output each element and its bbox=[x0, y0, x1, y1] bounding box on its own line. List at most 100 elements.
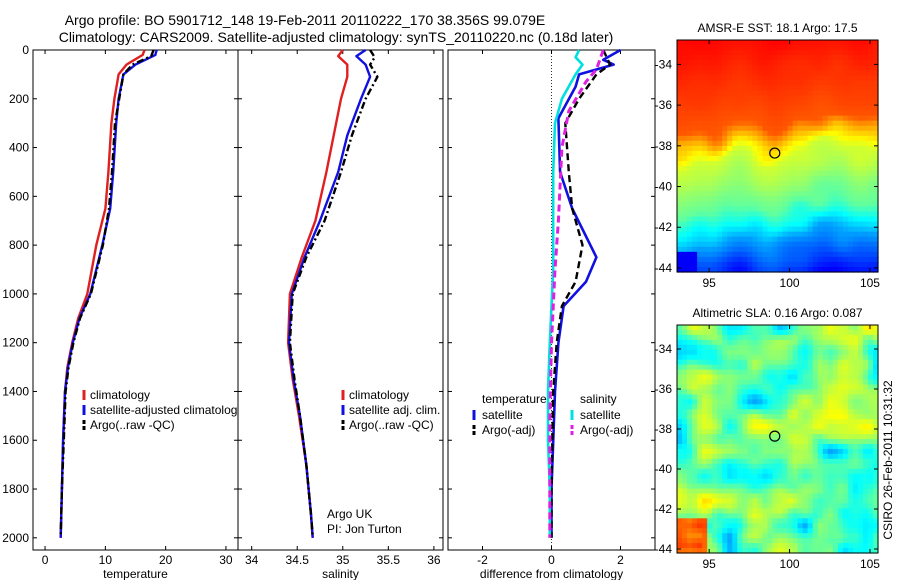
map-cell bbox=[712, 334, 718, 341]
map-cell bbox=[697, 251, 703, 258]
map-cell bbox=[772, 394, 779, 400]
map-cell bbox=[857, 508, 864, 514]
map-cell bbox=[847, 493, 854, 500]
map-cell bbox=[832, 498, 839, 505]
map-cell bbox=[712, 95, 718, 102]
map-cell bbox=[857, 359, 864, 366]
map-cell bbox=[682, 246, 688, 253]
map-cell bbox=[822, 100, 829, 107]
map-cell bbox=[782, 241, 789, 248]
map-cell bbox=[762, 145, 769, 152]
map-cell bbox=[867, 453, 874, 460]
map-cell bbox=[787, 100, 794, 107]
map-cell bbox=[707, 478, 713, 485]
map-cell bbox=[842, 424, 849, 430]
map-cell bbox=[782, 523, 789, 529]
map-cell bbox=[772, 339, 779, 346]
map-cell bbox=[757, 498, 764, 505]
map-cell bbox=[697, 453, 703, 460]
map-cell bbox=[862, 488, 869, 495]
map-cell bbox=[852, 186, 859, 192]
map-cell bbox=[677, 329, 683, 336]
map-cell bbox=[762, 329, 769, 336]
map-cell bbox=[837, 156, 844, 162]
map-cell bbox=[782, 90, 789, 97]
figure-title-line2: Climatology: CARS2009. Satellite-adjuste… bbox=[59, 29, 614, 45]
map-cell bbox=[827, 369, 834, 376]
map-cell bbox=[747, 374, 753, 381]
map-cell bbox=[692, 65, 698, 71]
map-cell bbox=[872, 80, 879, 86]
series-line bbox=[548, 49, 605, 538]
map-cell bbox=[872, 186, 879, 192]
map-cell bbox=[832, 384, 839, 391]
map-cell bbox=[817, 429, 824, 435]
map-cell bbox=[717, 216, 723, 223]
map-cell bbox=[812, 434, 819, 440]
map-cell bbox=[687, 40, 693, 46]
map-cell bbox=[712, 468, 718, 475]
map-cell bbox=[687, 130, 693, 137]
map-cell bbox=[742, 266, 748, 273]
map-cell bbox=[712, 384, 718, 391]
map-cell bbox=[722, 70, 728, 76]
map-cell bbox=[822, 389, 829, 395]
salinity-profile-panel: 34 34.5 35 35.5 36salinityclimatologysatelli… bbox=[237, 48, 444, 580]
map-cell bbox=[822, 439, 829, 445]
map-cell bbox=[682, 65, 688, 71]
map-cell bbox=[722, 389, 728, 395]
map-cell bbox=[837, 453, 844, 460]
map-cell bbox=[712, 120, 718, 127]
map-cell bbox=[747, 468, 753, 475]
map-cell bbox=[697, 399, 703, 405]
map-cell bbox=[872, 538, 879, 544]
map-cell bbox=[852, 130, 859, 137]
map-cell bbox=[682, 543, 688, 549]
map-cell bbox=[712, 130, 718, 137]
map-cell bbox=[857, 60, 864, 66]
map-cell bbox=[717, 130, 723, 137]
map-cell bbox=[807, 344, 814, 351]
map-cell bbox=[862, 384, 869, 391]
map-cell bbox=[827, 543, 834, 549]
map-cell bbox=[702, 424, 708, 430]
map-cell bbox=[857, 251, 864, 258]
map-cell bbox=[832, 90, 839, 97]
map-cell bbox=[847, 135, 854, 142]
map-cell bbox=[862, 414, 869, 420]
map-cell bbox=[697, 409, 703, 415]
map-cell bbox=[717, 70, 723, 76]
map-cell bbox=[812, 216, 819, 223]
map-cell bbox=[762, 45, 769, 51]
map-cell bbox=[737, 384, 743, 391]
map-cell bbox=[772, 429, 779, 435]
map-title: AMSR-E SST: 18.1 Argo: 17.5 bbox=[697, 21, 857, 35]
map-cell bbox=[857, 344, 864, 351]
map-cell bbox=[842, 201, 849, 208]
map-cell bbox=[797, 145, 804, 152]
map-cell bbox=[742, 145, 748, 152]
map-cell bbox=[727, 384, 733, 391]
map-cell bbox=[692, 419, 698, 425]
map-cell bbox=[732, 206, 738, 213]
map-cell bbox=[752, 60, 759, 66]
map-cell bbox=[807, 216, 814, 223]
map-cell bbox=[772, 498, 779, 505]
map-cell bbox=[742, 55, 748, 61]
y-tick-label: -38 bbox=[655, 139, 673, 153]
map-cell bbox=[817, 508, 824, 514]
map-cell bbox=[822, 55, 829, 61]
map-cell bbox=[857, 201, 864, 208]
map-cell bbox=[717, 329, 723, 336]
map-cell bbox=[772, 508, 779, 514]
map-cell bbox=[837, 344, 844, 351]
map-cell bbox=[797, 414, 804, 420]
map-cell bbox=[837, 261, 844, 268]
map-cell bbox=[872, 50, 879, 56]
map-cell bbox=[697, 40, 703, 46]
map-cell bbox=[817, 211, 824, 218]
map-cell bbox=[692, 140, 698, 147]
map-cell bbox=[797, 493, 804, 500]
map-cell bbox=[732, 186, 738, 192]
map-cell bbox=[782, 508, 789, 514]
